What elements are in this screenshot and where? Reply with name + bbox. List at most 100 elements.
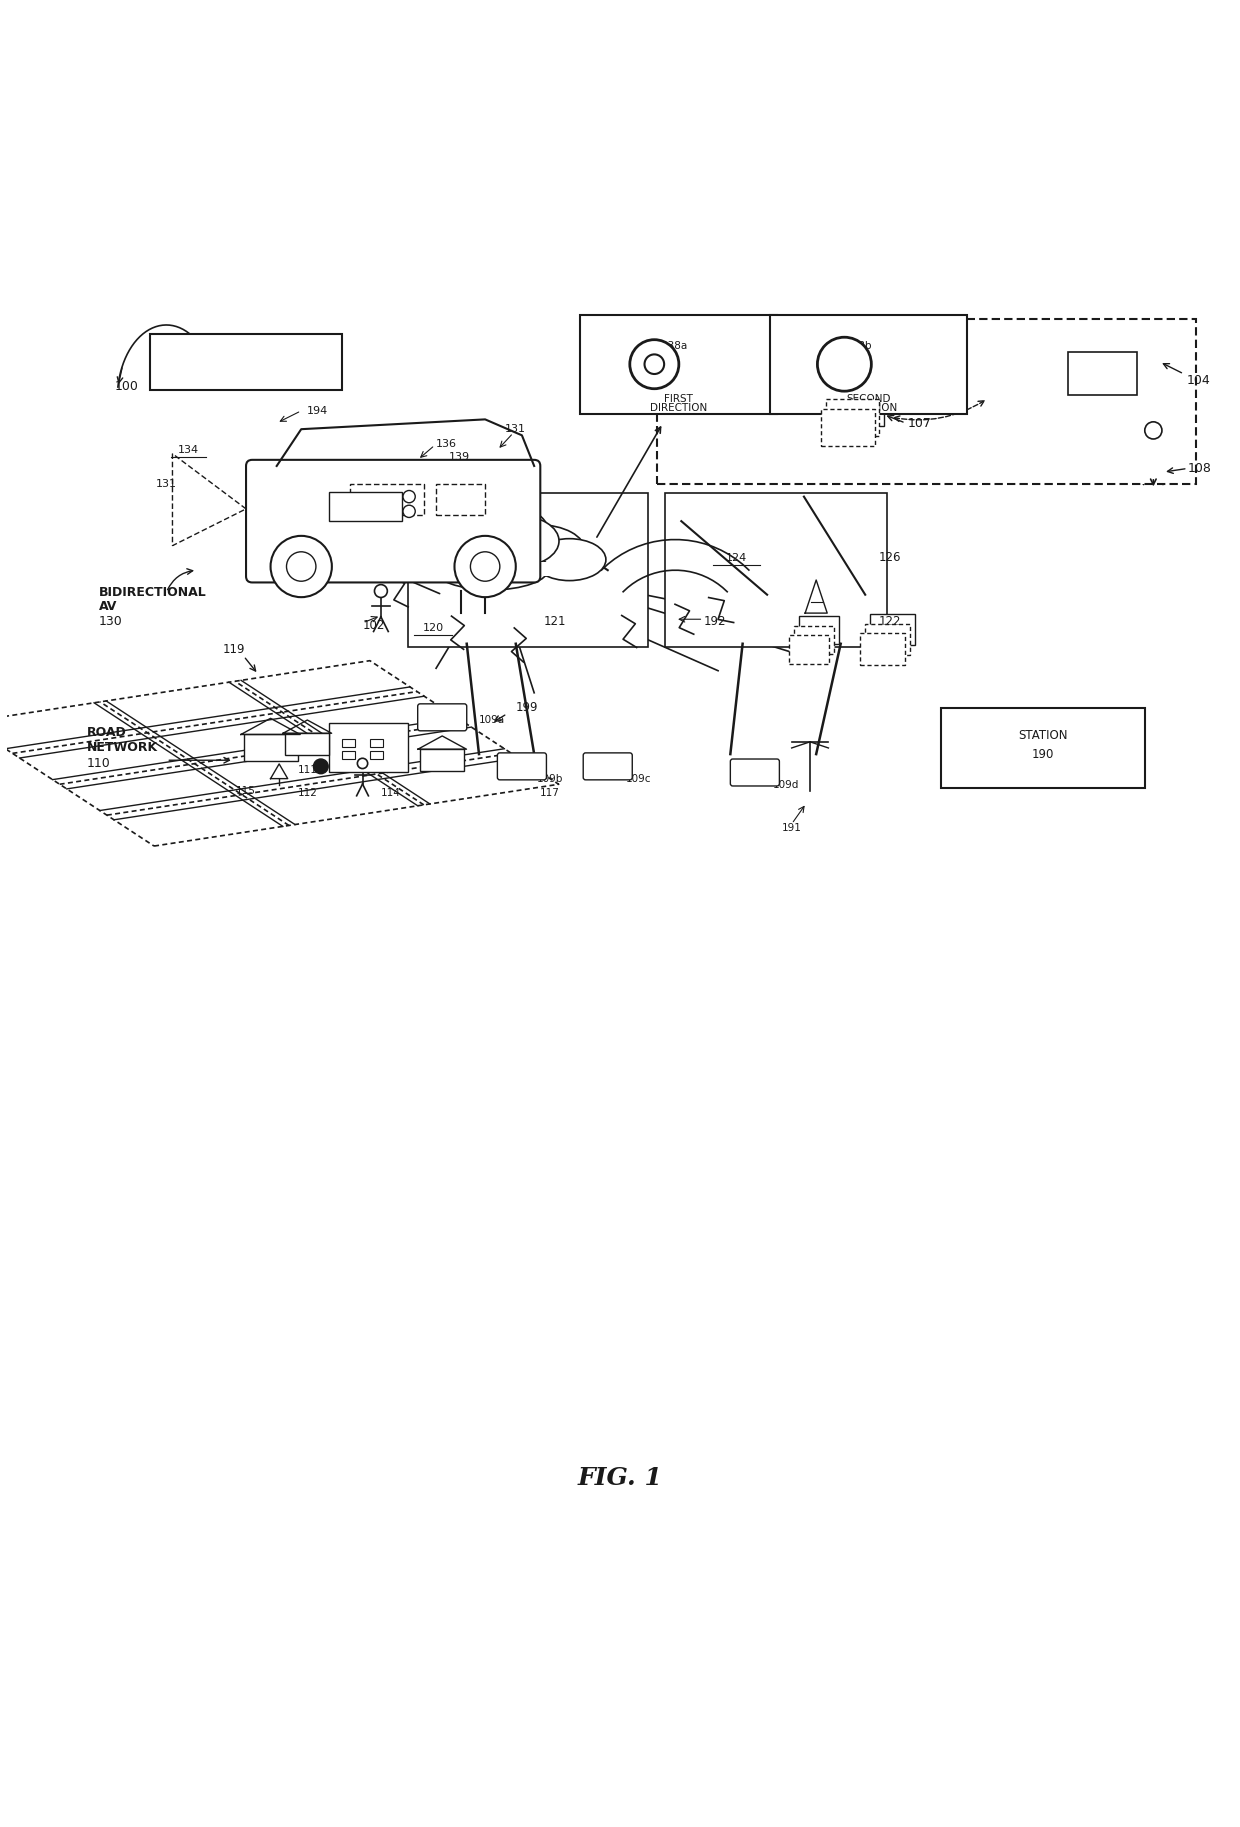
FancyBboxPatch shape — [831, 389, 884, 426]
Text: 131: 131 — [505, 424, 526, 435]
Text: FIG. 1: FIG. 1 — [578, 1465, 662, 1489]
FancyBboxPatch shape — [870, 614, 915, 645]
Circle shape — [455, 535, 516, 597]
FancyBboxPatch shape — [826, 398, 879, 437]
Text: 109c: 109c — [626, 773, 652, 784]
FancyBboxPatch shape — [246, 460, 541, 583]
Text: 114: 114 — [381, 787, 401, 798]
Text: 108: 108 — [1188, 462, 1211, 475]
Text: DIRECTION: DIRECTION — [841, 404, 898, 413]
Circle shape — [470, 552, 500, 581]
FancyBboxPatch shape — [329, 723, 408, 773]
Ellipse shape — [377, 539, 450, 581]
FancyBboxPatch shape — [730, 758, 780, 786]
Text: 126: 126 — [878, 552, 901, 565]
Text: NETWORKS: NETWORKS — [455, 544, 527, 559]
Ellipse shape — [491, 524, 585, 576]
FancyBboxPatch shape — [861, 634, 905, 665]
Text: 199: 199 — [516, 702, 538, 714]
Text: 110: 110 — [87, 758, 110, 771]
Text: 131: 131 — [156, 479, 177, 490]
FancyBboxPatch shape — [579, 316, 777, 415]
Text: 139: 139 — [449, 453, 470, 462]
Text: 122: 122 — [878, 616, 901, 628]
Circle shape — [314, 758, 329, 773]
Text: 147: 147 — [236, 365, 255, 375]
Text: 136: 136 — [436, 438, 458, 449]
FancyBboxPatch shape — [1068, 353, 1137, 395]
FancyBboxPatch shape — [408, 493, 649, 647]
Text: SERVICE PLATFORM: SERVICE PLATFORM — [784, 353, 898, 365]
Text: 190: 190 — [1032, 747, 1054, 760]
Ellipse shape — [533, 539, 606, 581]
FancyBboxPatch shape — [821, 409, 874, 446]
FancyBboxPatch shape — [583, 753, 632, 780]
Text: 194: 194 — [306, 406, 327, 417]
FancyBboxPatch shape — [350, 484, 424, 515]
Text: NETWORK: NETWORK — [87, 742, 157, 755]
FancyBboxPatch shape — [666, 493, 888, 647]
Ellipse shape — [434, 501, 548, 563]
Ellipse shape — [398, 524, 491, 576]
Text: BIDIRECTIONAL: BIDIRECTIONAL — [99, 586, 207, 599]
FancyBboxPatch shape — [789, 636, 830, 663]
FancyBboxPatch shape — [150, 334, 342, 389]
Text: 112: 112 — [298, 787, 317, 798]
Circle shape — [270, 535, 332, 597]
Text: 138b: 138b — [846, 342, 873, 351]
FancyBboxPatch shape — [285, 733, 330, 755]
FancyBboxPatch shape — [794, 625, 835, 654]
FancyBboxPatch shape — [371, 751, 383, 760]
Text: 119: 119 — [222, 643, 246, 656]
FancyBboxPatch shape — [770, 316, 967, 415]
Text: AUTONOMOUS VEHICLE: AUTONOMOUS VEHICLE — [771, 336, 910, 349]
Text: 106: 106 — [480, 566, 503, 579]
Text: 115: 115 — [236, 786, 255, 797]
Text: 100: 100 — [115, 380, 139, 393]
FancyBboxPatch shape — [330, 491, 402, 521]
Text: ROAD: ROAD — [87, 725, 126, 738]
Circle shape — [357, 758, 368, 769]
Text: 132: 132 — [299, 482, 320, 493]
Ellipse shape — [476, 515, 559, 566]
Text: 139: 139 — [356, 501, 376, 512]
Text: 136: 136 — [436, 471, 458, 481]
Text: 109e: 109e — [789, 656, 816, 665]
Text: 191: 191 — [781, 822, 801, 833]
Text: 109b: 109b — [537, 773, 563, 784]
Circle shape — [630, 340, 678, 389]
Text: 117: 117 — [541, 787, 560, 798]
FancyBboxPatch shape — [319, 528, 363, 559]
FancyBboxPatch shape — [941, 707, 1145, 789]
Text: 109a: 109a — [479, 714, 505, 725]
Text: AV: AV — [99, 601, 118, 614]
Ellipse shape — [424, 515, 507, 566]
Text: 134: 134 — [177, 446, 198, 455]
FancyBboxPatch shape — [799, 616, 839, 645]
FancyBboxPatch shape — [497, 753, 547, 780]
FancyBboxPatch shape — [342, 740, 355, 747]
FancyBboxPatch shape — [398, 563, 585, 576]
Circle shape — [817, 338, 872, 391]
Text: SECOND: SECOND — [847, 393, 892, 404]
Text: 192: 192 — [703, 616, 725, 628]
FancyBboxPatch shape — [342, 751, 355, 760]
FancyBboxPatch shape — [314, 537, 358, 570]
Text: 120: 120 — [423, 623, 444, 632]
Text: STATION: STATION — [1018, 729, 1068, 742]
Text: 138a: 138a — [662, 342, 688, 351]
Text: 107: 107 — [908, 417, 932, 429]
Text: 130: 130 — [99, 616, 123, 628]
FancyBboxPatch shape — [243, 734, 298, 762]
Text: 104: 104 — [1187, 375, 1210, 387]
Circle shape — [645, 354, 665, 375]
FancyBboxPatch shape — [436, 484, 485, 515]
FancyBboxPatch shape — [866, 623, 910, 656]
Text: DIRECTION: DIRECTION — [650, 404, 708, 413]
Text: 121: 121 — [544, 616, 567, 628]
Text: 124: 124 — [725, 554, 748, 563]
Circle shape — [403, 506, 415, 517]
FancyBboxPatch shape — [657, 320, 1197, 484]
Text: 102: 102 — [362, 619, 384, 632]
Circle shape — [374, 585, 387, 597]
